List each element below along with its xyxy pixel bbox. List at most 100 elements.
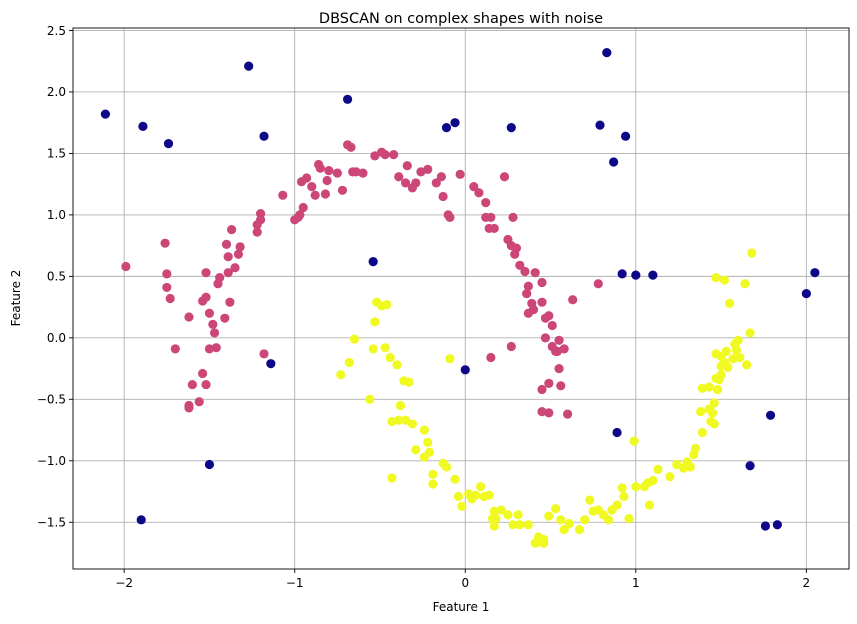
data-point <box>423 164 433 174</box>
data-point <box>407 419 417 429</box>
data-point <box>394 415 404 425</box>
data-point <box>470 490 481 500</box>
data-point <box>537 297 547 307</box>
data-point <box>259 349 269 359</box>
data-point <box>302 173 312 183</box>
data-point <box>765 410 776 420</box>
tick-marks <box>69 30 807 573</box>
data-point <box>201 292 211 302</box>
data-point <box>723 362 733 372</box>
y-tick-label: 1.0 <box>47 208 66 222</box>
data-point <box>310 190 320 200</box>
data-point <box>387 473 397 483</box>
data-point <box>204 344 215 354</box>
data-point <box>508 520 518 530</box>
data-point <box>450 474 460 484</box>
plot-frame <box>72 27 850 570</box>
data-point <box>404 377 414 387</box>
y-tick-label: −0.5 <box>37 393 66 407</box>
data-point <box>745 461 755 471</box>
data-point <box>556 515 566 525</box>
data-point <box>187 379 197 390</box>
data-point <box>256 215 266 225</box>
data-point <box>100 109 111 119</box>
data-point <box>631 270 641 280</box>
x-tick-label: 1 <box>632 576 640 590</box>
data-point <box>204 459 215 470</box>
data-point <box>709 398 719 408</box>
data-point <box>215 272 225 283</box>
data-point <box>436 172 446 182</box>
data-point <box>307 182 317 192</box>
data-point <box>336 370 346 380</box>
data-point <box>760 521 771 531</box>
data-point <box>520 266 530 277</box>
data-point <box>453 491 464 502</box>
data-point <box>486 352 496 363</box>
data-point <box>544 408 554 418</box>
data-point <box>609 157 619 167</box>
data-point <box>496 505 506 515</box>
data-point <box>204 308 215 318</box>
data-point <box>515 260 525 270</box>
data-point <box>402 161 412 171</box>
data-point <box>423 437 433 447</box>
data-point <box>585 495 595 505</box>
data-point <box>351 167 361 177</box>
data-point <box>194 397 204 407</box>
data-point <box>568 295 578 305</box>
data-point <box>728 354 738 364</box>
data-point <box>295 210 305 220</box>
data-point <box>544 378 554 388</box>
data-point <box>320 189 331 199</box>
data-point <box>537 277 547 288</box>
data-point <box>709 419 719 429</box>
data-point <box>184 403 194 413</box>
data-point <box>259 131 269 141</box>
data-point <box>523 520 533 530</box>
data-point <box>457 501 467 511</box>
data-point <box>445 354 455 364</box>
data-point <box>400 415 411 425</box>
data-point <box>617 269 627 279</box>
data-point <box>233 249 244 259</box>
data-point <box>593 279 603 289</box>
data-point <box>201 268 211 278</box>
data-point <box>672 459 682 470</box>
data-point <box>730 339 740 349</box>
data-point <box>476 482 486 492</box>
data-point <box>324 166 334 176</box>
data-point <box>441 462 452 472</box>
y-tick-label: 0.5 <box>47 270 66 284</box>
y-tick-label: 2.0 <box>47 85 66 99</box>
data-point <box>230 263 240 273</box>
data-point <box>530 268 540 278</box>
data-point <box>342 94 353 104</box>
data-point <box>602 47 612 58</box>
y-axis-label: Feature 2 <box>9 270 23 327</box>
data-point <box>489 223 499 234</box>
data-point <box>747 248 757 258</box>
data-point <box>554 363 564 374</box>
data-point <box>481 197 491 208</box>
data-point <box>719 275 730 285</box>
data-point <box>315 163 325 173</box>
data-point <box>337 185 348 195</box>
data-point <box>711 272 721 283</box>
data-point <box>170 344 180 354</box>
data-point <box>252 227 262 237</box>
data-point <box>395 400 406 411</box>
data-point <box>121 261 131 272</box>
data-point <box>697 427 707 438</box>
data-points <box>100 47 820 548</box>
data-point <box>244 61 254 71</box>
data-point <box>223 252 233 262</box>
data-point <box>617 483 627 493</box>
data-point <box>648 475 658 486</box>
data-point <box>704 382 714 392</box>
data-point <box>162 282 172 293</box>
data-point <box>365 394 375 404</box>
data-point <box>551 504 561 514</box>
data-point <box>631 482 641 492</box>
data-point <box>506 122 516 133</box>
